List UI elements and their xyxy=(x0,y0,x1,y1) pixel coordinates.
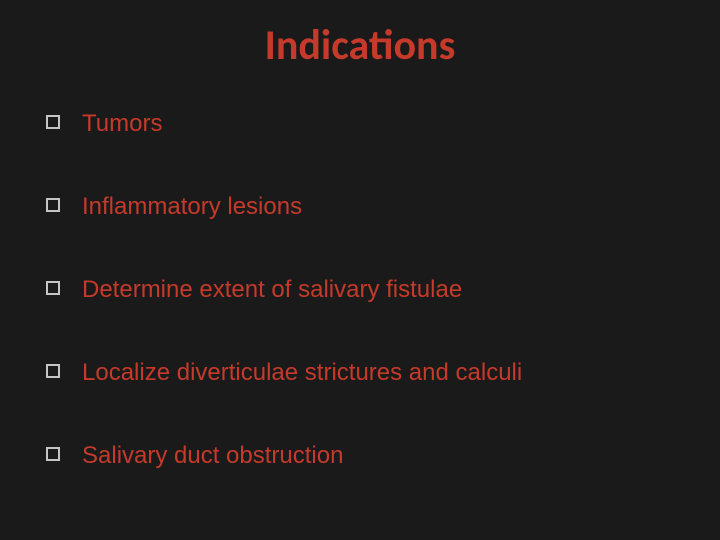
bullet-text: Salivary duct obstruction xyxy=(82,441,343,471)
list-item: Inflammatory lesions xyxy=(46,192,680,222)
list-item: Localize diverticulae strictures and cal… xyxy=(46,358,680,388)
list-item: Determine extent of salivary fistulae xyxy=(46,275,680,305)
bullet-list: Tumors Inflammatory lesions Determine ex… xyxy=(40,109,680,471)
bullet-text: Tumors xyxy=(82,109,162,139)
square-bullet-icon xyxy=(46,281,60,295)
bullet-text: Inflammatory lesions xyxy=(82,192,302,222)
list-item: Salivary duct obstruction xyxy=(46,441,680,471)
square-bullet-icon xyxy=(46,364,60,378)
slide-container: Indications Tumors Inflammatory lesions … xyxy=(0,0,720,540)
bullet-text: Localize diverticulae strictures and cal… xyxy=(82,358,522,388)
square-bullet-icon xyxy=(46,447,60,461)
square-bullet-icon xyxy=(46,115,60,129)
list-item: Tumors xyxy=(46,109,680,139)
bullet-text: Determine extent of salivary fistulae xyxy=(82,275,462,305)
slide-title: Indications xyxy=(40,20,680,71)
square-bullet-icon xyxy=(46,198,60,212)
